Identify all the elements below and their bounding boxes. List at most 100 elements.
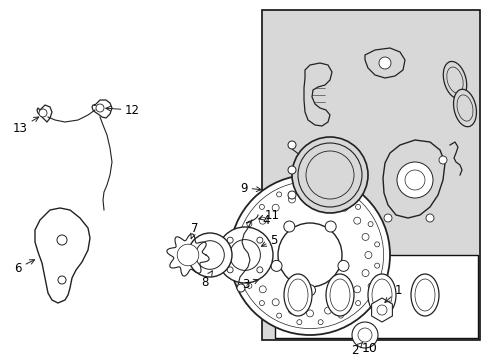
- Circle shape: [57, 235, 67, 245]
- Circle shape: [304, 285, 315, 296]
- Circle shape: [250, 270, 258, 276]
- Circle shape: [270, 260, 282, 271]
- PathPatch shape: [382, 140, 444, 218]
- Circle shape: [297, 143, 361, 207]
- Circle shape: [296, 185, 301, 190]
- Circle shape: [318, 320, 323, 325]
- Text: 7: 7: [190, 221, 198, 239]
- Circle shape: [240, 263, 245, 268]
- Text: 4: 4: [262, 213, 269, 226]
- Ellipse shape: [329, 279, 349, 311]
- Circle shape: [378, 57, 390, 69]
- Circle shape: [306, 310, 313, 317]
- Circle shape: [340, 299, 347, 306]
- Circle shape: [374, 263, 379, 268]
- Circle shape: [227, 267, 233, 273]
- Circle shape: [324, 307, 331, 314]
- Circle shape: [338, 192, 343, 197]
- Circle shape: [361, 233, 368, 240]
- Text: 5: 5: [261, 234, 277, 247]
- Circle shape: [305, 151, 353, 199]
- Text: 9: 9: [240, 181, 261, 194]
- PathPatch shape: [304, 63, 331, 126]
- Text: 11: 11: [258, 208, 280, 221]
- Circle shape: [259, 204, 264, 210]
- Circle shape: [246, 283, 251, 288]
- Circle shape: [351, 322, 377, 348]
- Circle shape: [283, 221, 294, 232]
- Circle shape: [229, 240, 260, 270]
- Circle shape: [324, 196, 331, 203]
- PathPatch shape: [35, 208, 90, 303]
- Circle shape: [259, 301, 264, 306]
- Circle shape: [237, 284, 244, 292]
- Circle shape: [374, 242, 379, 247]
- Circle shape: [296, 320, 301, 325]
- Text: 8: 8: [201, 271, 212, 288]
- Text: 13: 13: [13, 117, 39, 135]
- Circle shape: [288, 307, 295, 314]
- Circle shape: [353, 286, 360, 293]
- Text: 10: 10: [361, 342, 377, 355]
- Circle shape: [288, 196, 295, 203]
- Circle shape: [306, 193, 313, 200]
- Circle shape: [337, 260, 348, 271]
- Circle shape: [364, 252, 371, 258]
- Circle shape: [276, 313, 281, 318]
- Circle shape: [177, 244, 199, 266]
- Ellipse shape: [446, 67, 462, 93]
- Circle shape: [291, 137, 367, 213]
- Circle shape: [357, 328, 371, 342]
- Bar: [274, 255, 477, 338]
- PathPatch shape: [364, 48, 404, 78]
- Circle shape: [229, 175, 389, 335]
- Circle shape: [272, 299, 279, 306]
- Text: 1: 1: [384, 284, 402, 302]
- Circle shape: [338, 313, 343, 318]
- Ellipse shape: [414, 279, 434, 311]
- Circle shape: [240, 242, 245, 247]
- Circle shape: [367, 222, 372, 227]
- Ellipse shape: [325, 274, 353, 316]
- Circle shape: [256, 267, 263, 273]
- Circle shape: [355, 204, 360, 210]
- Circle shape: [247, 252, 255, 258]
- Circle shape: [58, 276, 66, 284]
- Circle shape: [353, 217, 360, 224]
- Circle shape: [287, 166, 295, 174]
- Circle shape: [438, 156, 446, 164]
- Circle shape: [227, 237, 233, 243]
- Ellipse shape: [287, 279, 307, 311]
- Circle shape: [376, 305, 386, 315]
- Circle shape: [396, 162, 432, 198]
- Circle shape: [318, 185, 323, 190]
- Ellipse shape: [367, 274, 395, 316]
- Circle shape: [404, 170, 424, 190]
- Circle shape: [287, 141, 295, 149]
- Ellipse shape: [410, 274, 438, 316]
- Circle shape: [272, 204, 279, 211]
- Circle shape: [278, 223, 341, 287]
- Text: 3: 3: [242, 279, 258, 292]
- Circle shape: [259, 217, 265, 224]
- Bar: [262, 10, 479, 340]
- Text: 6: 6: [15, 260, 35, 274]
- Ellipse shape: [443, 62, 466, 99]
- Text: 12: 12: [105, 104, 140, 117]
- Circle shape: [250, 233, 258, 240]
- Ellipse shape: [456, 95, 472, 121]
- Circle shape: [367, 283, 372, 288]
- Circle shape: [217, 227, 272, 283]
- Circle shape: [425, 214, 433, 222]
- Circle shape: [256, 237, 263, 243]
- Circle shape: [195, 241, 224, 269]
- Circle shape: [259, 286, 265, 293]
- Circle shape: [287, 191, 295, 199]
- Circle shape: [39, 109, 47, 117]
- Circle shape: [383, 214, 391, 222]
- Ellipse shape: [284, 274, 311, 316]
- Circle shape: [276, 192, 281, 197]
- Circle shape: [325, 221, 336, 232]
- Ellipse shape: [452, 89, 475, 127]
- Text: 2: 2: [350, 342, 362, 356]
